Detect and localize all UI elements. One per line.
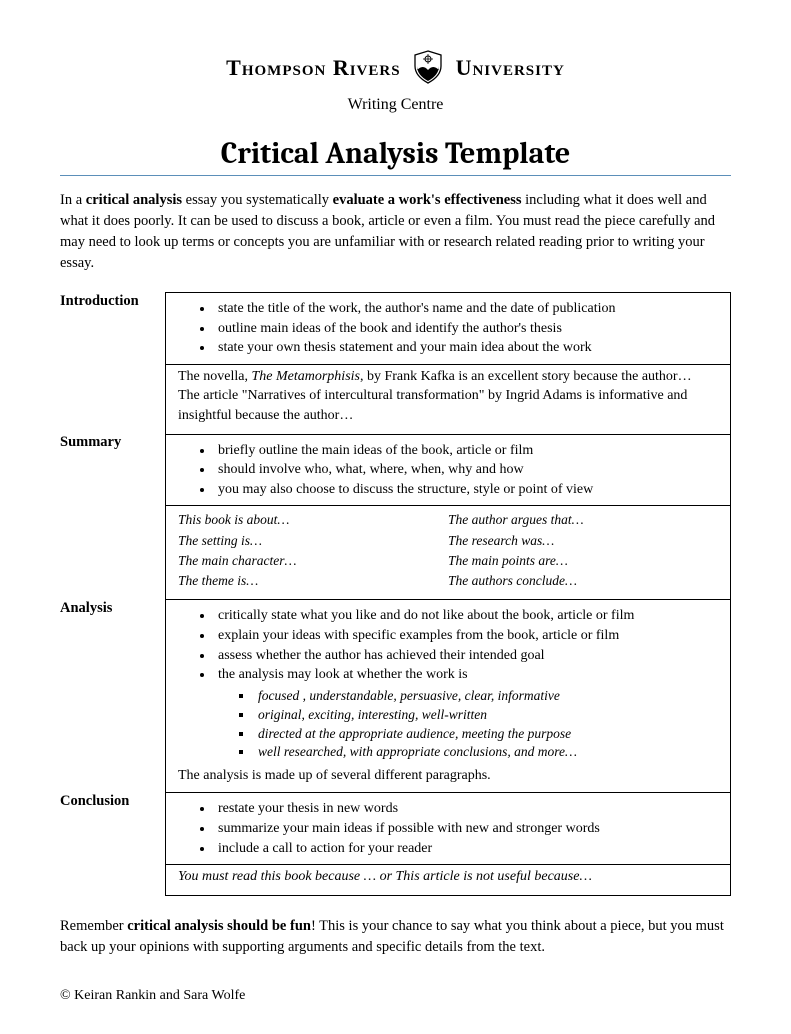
starter-phrase: The setting is… (178, 531, 448, 551)
list-item: critically state what you like and do no… (214, 606, 730, 626)
closing-text: Remember (60, 918, 127, 934)
intro-text: In a (60, 192, 86, 208)
page-title: Critical Analysis Template (60, 136, 731, 176)
list-item: you may also choose to discuss the struc… (214, 480, 730, 500)
department-subtitle: Writing Centre (60, 96, 731, 114)
sections-table: Introduction state the title of the work… (60, 292, 731, 896)
closing-bold: critical analysis should be fun (127, 918, 311, 934)
sub-list-item: original, exciting, interesting, well-wr… (254, 706, 730, 725)
conclusion-bullets: restate your thesis in new words summari… (166, 799, 730, 858)
intro-paragraph: In a critical analysis essay you systema… (60, 190, 731, 274)
institution-header: Thompson Rivers University (60, 50, 731, 90)
starter-phrase: The main points are… (448, 551, 718, 571)
list-item: summarize your main ideas if possible wi… (214, 819, 730, 839)
summary-starters: This book is about… The setting is… The … (166, 506, 730, 599)
sub-list-item: well researched, with appropriate conclu… (254, 743, 730, 762)
section-label-conclusion: Conclusion (60, 793, 166, 895)
intro-bold-2: evaluate a work's effectiveness (333, 192, 522, 208)
starters-col-right: The author argues that… The research was… (448, 510, 718, 591)
section-label-summary: Summary (60, 434, 166, 600)
example-text: The article "Narratives of intercultural… (178, 388, 687, 423)
sub-list-item: focused , understandable, persuasive, cl… (254, 687, 730, 706)
institution-name-right: University (456, 55, 565, 80)
intro-bold-1: critical analysis (86, 192, 182, 208)
example-title-italic: The Metamorphisis (251, 369, 360, 384)
conclusion-example: You must read this book because … or Thi… (166, 865, 730, 895)
analysis-bullets: critically state what you like and do no… (166, 606, 730, 762)
closing-paragraph: Remember critical analysis should be fun… (60, 916, 731, 958)
starter-phrase: This book is about… (178, 510, 448, 530)
example-text: The novella, (178, 369, 251, 384)
list-item-text: the analysis may look at whether the wor… (218, 667, 468, 682)
sub-list-item: directed at the appropriate audience, me… (254, 725, 730, 744)
list-item: include a call to action for your reader (214, 839, 730, 859)
list-item: the analysis may look at whether the wor… (214, 665, 730, 762)
section-label-introduction: Introduction (60, 293, 166, 435)
introduction-bullets: state the title of the work, the author'… (166, 299, 730, 358)
list-item: outline main ideas of the book and ident… (214, 319, 730, 339)
section-label-analysis: Analysis (60, 600, 166, 793)
list-item: state the title of the work, the author'… (214, 299, 730, 319)
list-item: explain your ideas with specific example… (214, 626, 730, 646)
analysis-sub-bullets: focused , understandable, persuasive, cl… (218, 687, 730, 763)
starter-phrase: The main character… (178, 551, 448, 571)
list-item: briefly outline the main ideas of the bo… (214, 441, 730, 461)
starter-phrase: The authors conclude… (448, 571, 718, 591)
list-item: should involve who, what, where, when, w… (214, 460, 730, 480)
list-item: state your own thesis statement and your… (214, 338, 730, 358)
intro-text-2: essay you systematically (182, 192, 333, 208)
crest-icon (413, 50, 443, 90)
summary-bullets: briefly outline the main ideas of the bo… (166, 441, 730, 500)
starter-phrase: The theme is… (178, 571, 448, 591)
list-item: assess whether the author has achieved t… (214, 646, 730, 666)
document-page: Thompson Rivers University Writing Centr… (0, 0, 791, 1034)
starters-col-left: This book is about… The setting is… The … (178, 510, 448, 591)
copyright-line: © Keiran Rankin and Sara Wolfe (60, 988, 731, 1004)
analysis-trailing: The analysis is made up of several diffe… (166, 768, 730, 792)
starter-phrase: The research was… (448, 531, 718, 551)
example-text: , by Frank Kafka is an excellent story b… (360, 369, 692, 384)
introduction-examples: The novella, The Metamorphisis, by Frank… (166, 365, 730, 434)
list-item: restate your thesis in new words (214, 799, 730, 819)
institution-name-left: Thompson Rivers (226, 55, 400, 80)
starter-phrase: The author argues that… (448, 510, 718, 530)
